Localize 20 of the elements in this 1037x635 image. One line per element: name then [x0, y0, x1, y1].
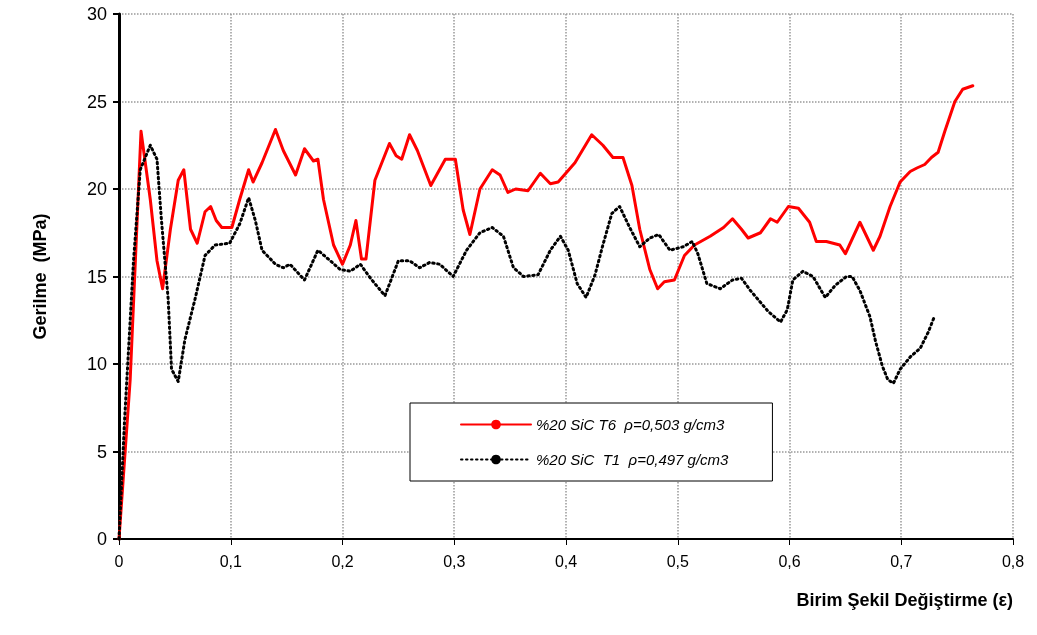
y-tick-label: 15	[86, 266, 107, 287]
y-tick-label: 30	[86, 4, 107, 24]
x-tick-label: 0,7	[890, 552, 913, 570]
legend-label: %20 SiC T1 ρ=0,497 g/cm3	[536, 451, 730, 468]
x-tick-label: 0,1	[219, 552, 242, 570]
y-tick-label: 25	[86, 91, 107, 112]
y-tick-label: 20	[86, 179, 107, 199]
x-axis-title: Birim Şekil Değiştirme (ε)	[796, 590, 1013, 610]
x-tick-label: 0,3	[443, 552, 466, 570]
x-tick-label: 0,2	[331, 552, 354, 570]
x-tick-label: 0,6	[778, 552, 801, 570]
y-tick-label: 0	[96, 529, 107, 549]
y-tick-label: 5	[96, 441, 107, 462]
y-axis-title: Gerilme (MPa)	[30, 213, 50, 340]
x-tick-label: 0,5	[666, 552, 689, 570]
y-tick-label: 10	[86, 354, 107, 374]
x-tick-label: 0,8	[1001, 552, 1025, 570]
x-tick-label: 0	[114, 552, 124, 570]
legend-label: %20 SiC T6 ρ=0,503 g/cm3	[536, 416, 725, 433]
x-tick-label: 0,4	[554, 552, 578, 570]
